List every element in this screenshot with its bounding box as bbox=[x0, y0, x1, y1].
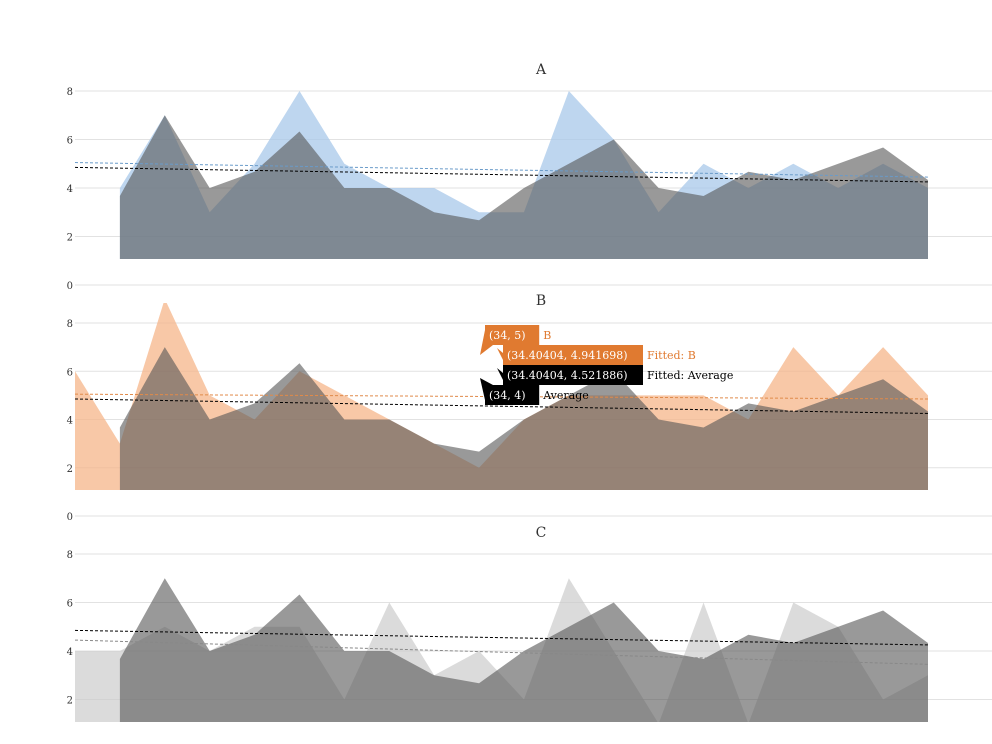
tooltip-pointer bbox=[497, 348, 503, 360]
y-tick-label: 2 bbox=[67, 696, 73, 707]
y-tick-label: 2 bbox=[67, 233, 73, 244]
y-tick-label: 4 bbox=[67, 647, 73, 658]
panel-A: A 0 2 4 6 8 bbox=[67, 62, 992, 292]
y-tick-label: 0 bbox=[67, 512, 73, 523]
tooltip-value: (34, 4) bbox=[489, 389, 526, 402]
panel-title: A bbox=[535, 62, 547, 78]
y-tick-label: 0 bbox=[67, 281, 73, 292]
tooltip-value: (34.40404, 4.941698) bbox=[507, 349, 628, 362]
tooltip-pointer bbox=[497, 368, 503, 380]
tooltip-value: (34, 5) bbox=[489, 329, 526, 342]
tooltip: (34.40404, 4.521886) Fitted: Average bbox=[497, 365, 733, 385]
y-tick-label: 8 bbox=[67, 87, 73, 98]
tooltip: (34.40404, 4.941698) Fitted: B bbox=[497, 345, 696, 365]
tooltip-label: Fitted: Average bbox=[647, 369, 733, 382]
y-tick-label: 6 bbox=[67, 367, 73, 378]
tooltip-label: B bbox=[543, 329, 551, 342]
panel-title: B bbox=[536, 293, 546, 309]
tooltip-label: Fitted: B bbox=[647, 349, 696, 362]
y-tick-label: 4 bbox=[67, 416, 73, 427]
y-tick-label: 6 bbox=[67, 599, 73, 610]
panel-B: B 0 2 4 6 8 (34, 5) B (34.40404, 4.941698) Fitted… bbox=[67, 293, 992, 523]
y-tick-label: 8 bbox=[67, 319, 73, 330]
tooltip-label: Average bbox=[542, 389, 589, 402]
area-average bbox=[120, 578, 928, 727]
y-tick-label: 2 bbox=[67, 464, 73, 475]
y-tick-label: 6 bbox=[67, 136, 73, 147]
panel-title: C bbox=[536, 525, 547, 541]
y-tick-label: 8 bbox=[67, 550, 73, 561]
panel-C: C 2 4 6 8 bbox=[67, 525, 992, 727]
area-average bbox=[120, 115, 928, 264]
tooltip-value: (34.40404, 4.521886) bbox=[507, 369, 628, 382]
y-tick-label: 4 bbox=[67, 184, 73, 195]
